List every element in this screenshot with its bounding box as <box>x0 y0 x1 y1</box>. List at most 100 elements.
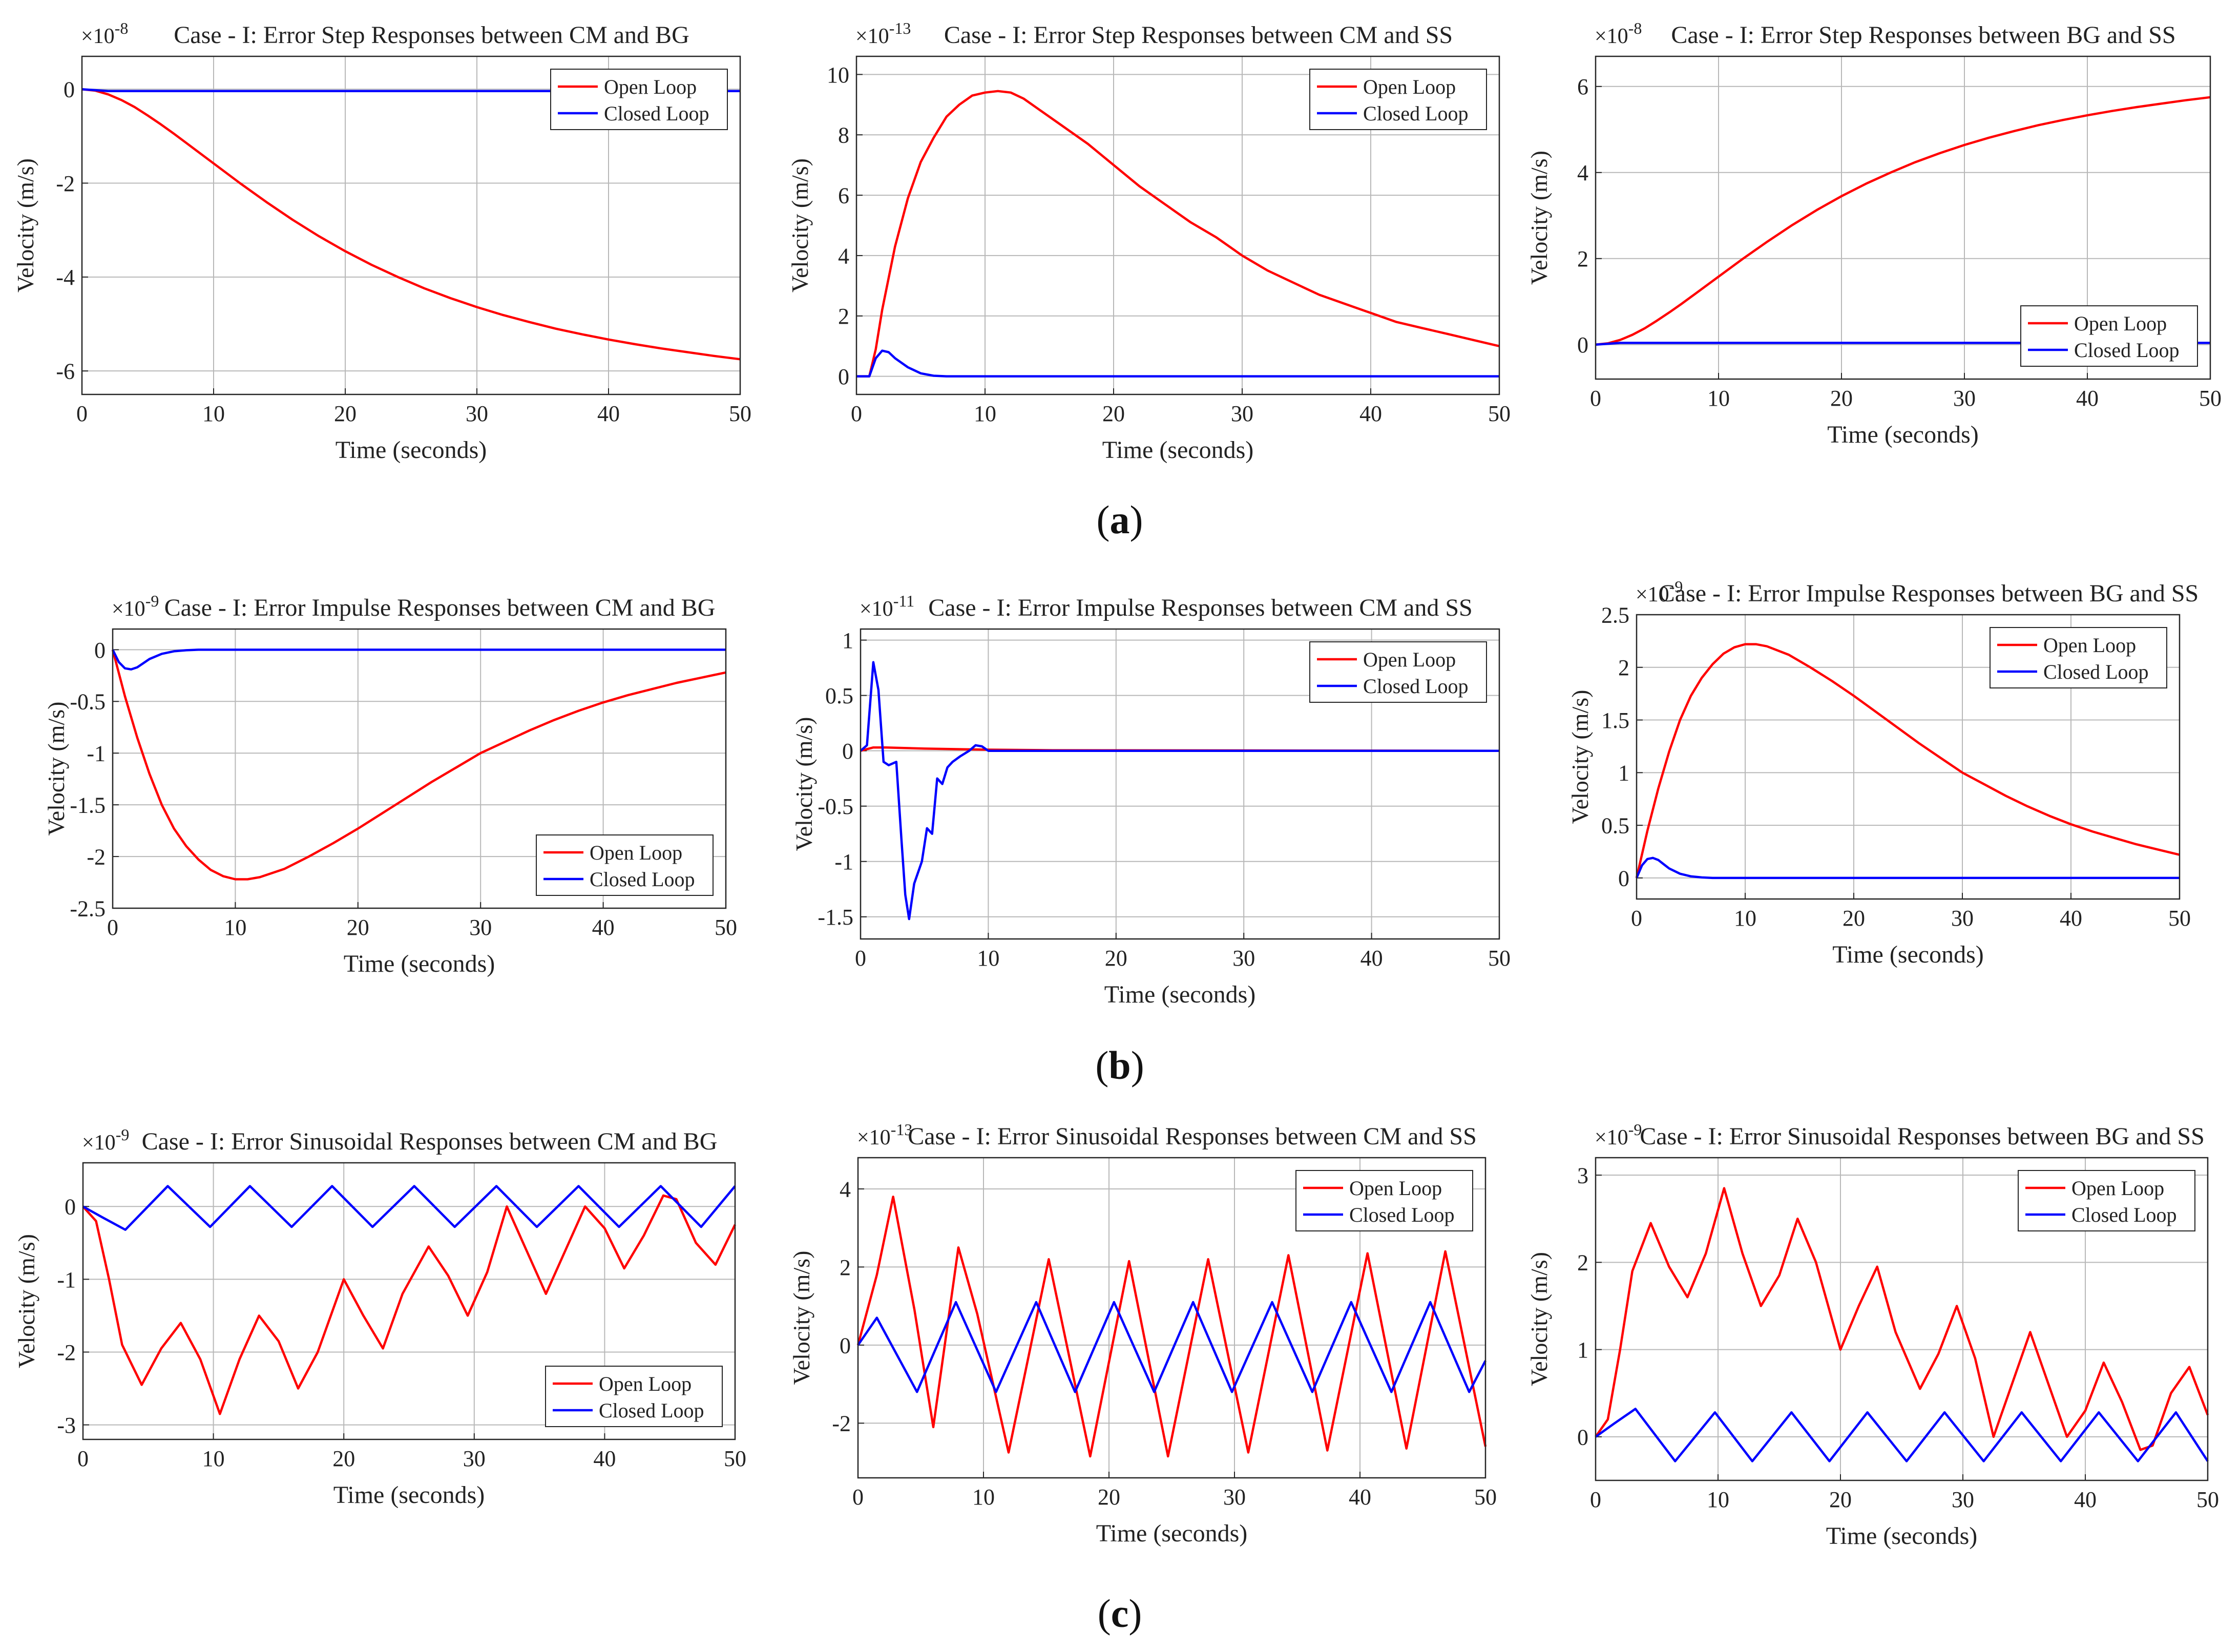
x-tick-label: 10 <box>1707 1487 1729 1512</box>
axis-exponent: ×10-11 <box>860 592 914 621</box>
x-tick-label: 50 <box>724 1446 746 1471</box>
y-axis-label: Velocity (m/s) <box>791 717 817 851</box>
x-tick-label: 20 <box>1105 946 1127 971</box>
legend-label: Open Loop <box>1349 1177 1442 1200</box>
y-tick-label: 0 <box>840 1333 851 1358</box>
legend-label: Closed Loop <box>604 102 709 125</box>
y-tick-label: -1 <box>57 1267 76 1292</box>
x-tick-label: 10 <box>972 1484 995 1510</box>
y-tick-label: 0 <box>64 77 75 102</box>
x-tick-label: 40 <box>1349 1484 1371 1510</box>
x-tick-label: 10 <box>224 915 246 940</box>
series-line-closed-loop <box>81 88 740 93</box>
y-axis-label: Velocity (m/s) <box>43 702 69 836</box>
axes-frame <box>1595 55 2211 380</box>
y-tick-label: 1 <box>1618 761 1629 786</box>
x-tick-label: 50 <box>2168 906 2191 931</box>
y-tick-label: -1 <box>834 849 853 874</box>
y-axis-label: Velocity (m/s) <box>12 158 38 292</box>
y-axis-label: Velocity (m/s) <box>787 158 813 292</box>
y-tick-label: 0 <box>842 739 853 764</box>
chart-title: Case - I: Error Step Responses between C… <box>174 22 689 49</box>
axis-exponent: ×10-9 <box>82 1125 129 1155</box>
x-tick-label: 0 <box>1590 1487 1601 1512</box>
y-tick-label: 0 <box>1577 1425 1588 1450</box>
y-tick-label: 0 <box>1618 866 1629 891</box>
x-tick-label: 20 <box>1102 401 1125 426</box>
legend-label: Closed Loop <box>599 1399 704 1422</box>
y-tick-label: 2 <box>1618 655 1629 680</box>
caption-b: (b) <box>1095 1043 1144 1088</box>
x-tick-label: 0 <box>855 946 866 971</box>
legend-box <box>1309 641 1487 703</box>
x-tick-label: 10 <box>202 1446 225 1471</box>
y-axis-label: Velocity (m/s) <box>13 1234 39 1368</box>
x-tick-label: 30 <box>1232 946 1255 971</box>
series-line-closed-loop <box>860 661 1499 921</box>
series-line-closed-loop <box>857 1301 1487 1393</box>
y-axis-label: Velocity (m/s) <box>1526 1252 1552 1386</box>
series-line-closed-loop <box>111 649 726 671</box>
chart-title: Case - I: Error Step Responses between B… <box>1671 22 2175 49</box>
axis-exponent: ×10-9 <box>1595 1120 1642 1149</box>
series-line-open-loop <box>856 90 1500 378</box>
y-tick-label: -1.5 <box>70 793 106 818</box>
axis-exponent: ×10-9 <box>1636 577 1683 607</box>
legend-label: Open Loop <box>2074 312 2167 335</box>
x-tick-label: 50 <box>1488 401 1511 426</box>
series-line-closed-loop <box>856 349 1499 378</box>
y-tick-label: -2 <box>832 1411 851 1436</box>
y-tick-label: 0 <box>1577 332 1588 358</box>
chart-title: Case - I: Error Sinusoidal Responses bet… <box>1640 1123 2205 1150</box>
y-tick-label: 4 <box>1577 160 1588 185</box>
legend-label: Open Loop <box>590 841 682 864</box>
x-tick-label: 20 <box>1843 906 1865 931</box>
caption-c-letter: c <box>1111 1591 1129 1636</box>
x-tick-label: 20 <box>1830 386 1853 411</box>
y-tick-label: 2 <box>840 1255 851 1280</box>
y-tick-label: 4 <box>838 243 849 268</box>
chart-title: Case - I: Error Impulse Responses betwee… <box>164 594 716 621</box>
caption-a: (a) <box>1096 497 1143 542</box>
y-tick-label: 2 <box>1577 246 1588 271</box>
y-tick-label: -1 <box>87 741 106 766</box>
axes-frame <box>81 55 741 395</box>
x-tick-label: 30 <box>1223 1484 1246 1510</box>
axes-frame <box>1595 1157 2209 1481</box>
x-tick-label: 30 <box>1951 906 1974 931</box>
x-tick-label: 20 <box>334 401 357 426</box>
axes-frame <box>1636 614 2181 900</box>
legend-label: Closed Loop <box>2043 660 2149 683</box>
x-tick-label: 50 <box>1488 946 1511 971</box>
chart-title: Case - I: Error Sinusoidal Responses bet… <box>908 1123 1477 1150</box>
y-tick-label: 2 <box>838 304 849 329</box>
chart-title: Case - I: Error Impulse Responses betwee… <box>928 594 1473 621</box>
legend-label: Open Loop <box>604 75 697 98</box>
x-tick-label: 30 <box>466 401 488 426</box>
y-tick-label: -0.5 <box>818 794 853 819</box>
x-tick-label: 40 <box>1360 946 1383 971</box>
x-axis-label: Time (seconds) <box>333 1481 485 1509</box>
y-tick-label: 1 <box>842 628 853 653</box>
series-line-open-loop <box>111 649 726 881</box>
x-tick-label: 20 <box>1098 1484 1120 1510</box>
x-tick-label: 20 <box>1829 1487 1852 1512</box>
legend-label: Closed Loop <box>1349 1203 1455 1226</box>
x-tick-label: 50 <box>729 401 751 426</box>
series-line-open-loop <box>82 1194 737 1415</box>
series-line-open-loop <box>81 88 741 361</box>
x-tick-label: 0 <box>77 1446 89 1471</box>
y-tick-label: 0 <box>65 1195 76 1220</box>
x-tick-label: 40 <box>2076 386 2099 411</box>
y-tick-label: 4 <box>840 1177 851 1202</box>
x-tick-label: 50 <box>2196 1487 2219 1512</box>
x-tick-label: 40 <box>1359 401 1382 426</box>
y-tick-label: -2 <box>57 1340 76 1365</box>
x-tick-label: 30 <box>469 915 492 940</box>
x-tick-label: 50 <box>1474 1484 1497 1510</box>
series-line-closed-loop <box>1595 1408 2209 1462</box>
x-tick-label: 50 <box>2199 386 2222 411</box>
y-axis-label: Velocity (m/s) <box>1567 690 1593 824</box>
x-axis-label: Time (seconds) <box>1102 436 1254 464</box>
y-tick-label: -2 <box>87 844 106 869</box>
